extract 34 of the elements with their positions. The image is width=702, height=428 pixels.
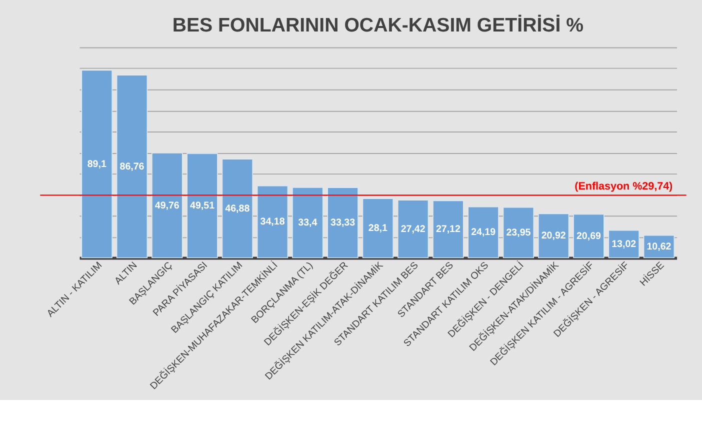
data-label: 89,1 (87, 158, 107, 170)
data-label: 27,42 (400, 224, 426, 235)
bar (292, 187, 324, 258)
data-label: 46,88 (225, 203, 250, 214)
data-label: 86,76 (120, 161, 145, 172)
chart-title: BES FONLARININ OCAK-KASIM GETİRİSİ % (172, 14, 584, 37)
bar (256, 185, 288, 258)
bar (362, 198, 394, 258)
data-label: 20,92 (541, 230, 566, 242)
data-label: 27,12 (436, 224, 461, 236)
data-label: 20,69 (576, 230, 602, 242)
bar (81, 70, 112, 258)
data-label: 10,62 (646, 242, 672, 253)
data-label: 23,95 (506, 227, 532, 238)
bar (116, 74, 148, 258)
bar (538, 213, 570, 258)
data-label: 33,4 (298, 218, 318, 229)
bar (222, 158, 253, 258)
data-label: 34,18 (260, 216, 286, 228)
data-label: 28,1 (368, 223, 388, 234)
bar (573, 214, 604, 258)
data-label: 49,76 (154, 200, 180, 212)
bar (432, 200, 464, 258)
bar (468, 206, 499, 258)
ref-line-label: (Enflasyon %29,74) (574, 180, 674, 192)
data-label: 24,19 (471, 227, 496, 238)
bar (397, 200, 429, 258)
data-label: 33,33 (330, 218, 356, 229)
bar (152, 152, 183, 258)
data-label: 13,02 (612, 239, 637, 250)
data-label: 49,51 (190, 200, 216, 212)
bar (186, 153, 218, 258)
bar (502, 206, 534, 258)
bar (327, 187, 358, 258)
